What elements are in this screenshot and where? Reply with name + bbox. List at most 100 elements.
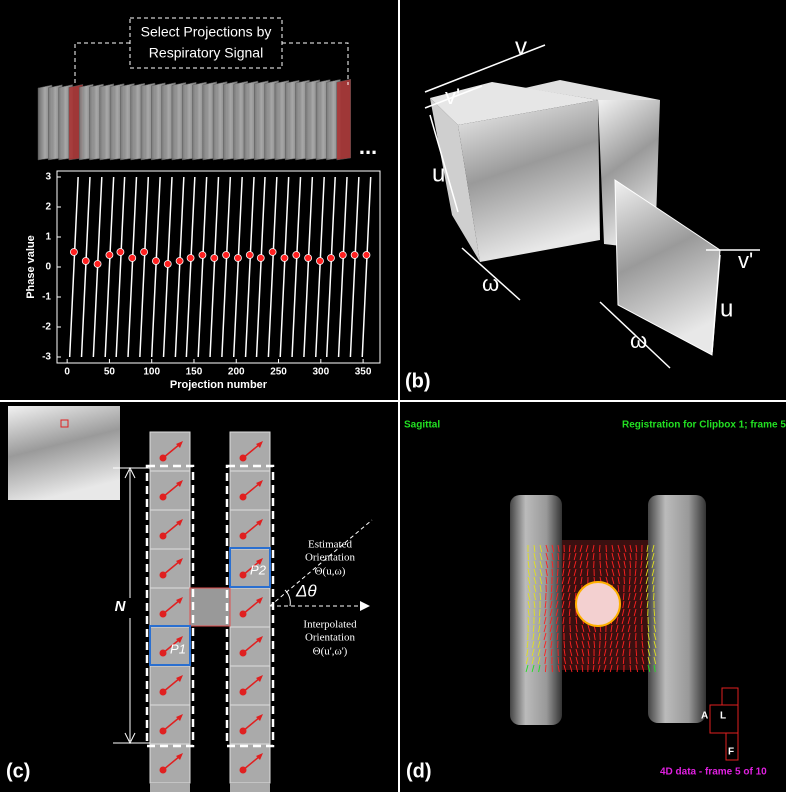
patch-center	[240, 767, 247, 774]
x-tick-label: 100	[143, 367, 160, 378]
annotation: Interpolated	[303, 619, 357, 631]
patch-center	[160, 689, 167, 696]
selected-point	[269, 249, 276, 256]
vector	[539, 609, 540, 616]
vector	[600, 561, 601, 568]
frame-label: 4D data - frame 5 of 10	[660, 767, 767, 778]
x-tick-label: 50	[104, 367, 116, 378]
x-tick-label: 0	[64, 367, 70, 378]
patch-center	[160, 494, 167, 501]
selected-point	[281, 255, 288, 262]
patch-center	[240, 455, 247, 462]
ellipsis: ...	[359, 134, 377, 159]
panel-label: (c)	[6, 760, 30, 782]
x-axis-label: Projection number	[170, 379, 268, 391]
selected-point	[199, 252, 206, 259]
column-base	[150, 783, 190, 792]
vector	[557, 569, 558, 576]
selected-point	[211, 255, 218, 262]
column-base	[230, 783, 270, 792]
annotation: Orientation	[305, 632, 356, 644]
callout-text: Select Projections by	[141, 24, 272, 40]
patch-center	[240, 533, 247, 540]
dim-label: u	[432, 160, 445, 187]
y-tick-label: -2	[42, 322, 51, 333]
orientation-label: L	[720, 711, 726, 722]
patch-center	[160, 650, 167, 657]
box-face	[458, 100, 600, 262]
vector	[593, 657, 594, 664]
selected-point	[339, 252, 346, 259]
ct-block	[510, 495, 562, 725]
annotation: Δθ	[295, 581, 317, 600]
callout-text: Respiratory Signal	[149, 45, 263, 61]
dim-label: ω	[630, 328, 647, 353]
selected-point	[129, 255, 136, 262]
patch-center	[240, 728, 247, 735]
p-label: P2	[250, 562, 267, 577]
selected-point	[363, 252, 370, 259]
dim-label: v'	[738, 248, 753, 273]
dim-label: u	[720, 295, 733, 322]
selected-point	[106, 252, 113, 259]
vector	[599, 545, 600, 552]
y-tick-label: 0	[45, 262, 51, 273]
figure: Select Projections by Respiratory Signal…	[0, 0, 786, 792]
patch-center	[240, 650, 247, 657]
patch-center	[240, 494, 247, 501]
registration-label: Registration for Clipbox 1; frame 5	[622, 420, 786, 431]
selected-point	[94, 261, 101, 268]
interp-patch	[190, 588, 230, 626]
patch-center	[160, 611, 167, 618]
projection-frame	[337, 79, 351, 160]
vector	[629, 577, 630, 584]
selected-point	[82, 258, 89, 265]
p-label: P1	[170, 641, 186, 656]
selected-point	[152, 258, 159, 265]
dim-label: ω	[482, 271, 499, 296]
orientation-label: A	[701, 711, 708, 722]
selected-point	[141, 249, 148, 256]
y-tick-label: 1	[45, 232, 51, 243]
patch-center	[160, 533, 167, 540]
dim-label: v'	[445, 84, 460, 109]
x-tick-label: 200	[228, 367, 245, 378]
target	[576, 582, 620, 626]
annotation: Θ(u',ω')	[313, 646, 348, 658]
patch-center	[160, 572, 167, 579]
annotation: Estimated	[308, 539, 352, 551]
y-tick-label: 3	[45, 172, 51, 183]
patch-center	[240, 689, 247, 696]
vector	[653, 593, 654, 600]
panel-label: (b)	[405, 370, 431, 392]
selected-point	[257, 255, 264, 262]
x-tick-label: 300	[312, 367, 329, 378]
view-label: Sagittal	[404, 420, 440, 431]
y-axis-label: Phase value	[25, 235, 37, 299]
selected-point	[316, 258, 323, 265]
selected-point	[327, 255, 334, 262]
vector	[594, 641, 595, 648]
annotation: Orientation	[305, 552, 356, 564]
selected-point	[246, 252, 253, 259]
n-label: N	[115, 598, 127, 615]
y-tick-label: -1	[42, 292, 51, 303]
selected-point	[293, 252, 300, 259]
patch-center	[240, 572, 247, 579]
selected-point	[223, 252, 230, 259]
phase-chart: 050100150200250300350-3-2-10123Projectio…	[25, 171, 380, 391]
x-tick-label: 150	[186, 367, 203, 378]
selected-point	[117, 249, 124, 256]
vector	[564, 641, 565, 648]
selected-point	[70, 249, 77, 256]
selected-point	[187, 255, 194, 262]
selected-point	[164, 261, 171, 268]
selected-point	[351, 252, 358, 259]
dim-label: v	[515, 33, 527, 60]
vector	[545, 665, 546, 672]
patch-center	[160, 767, 167, 774]
panel-label: (d)	[406, 760, 432, 782]
x-tick-label: 250	[270, 367, 287, 378]
selected-point	[234, 255, 241, 262]
patch-center	[160, 455, 167, 462]
